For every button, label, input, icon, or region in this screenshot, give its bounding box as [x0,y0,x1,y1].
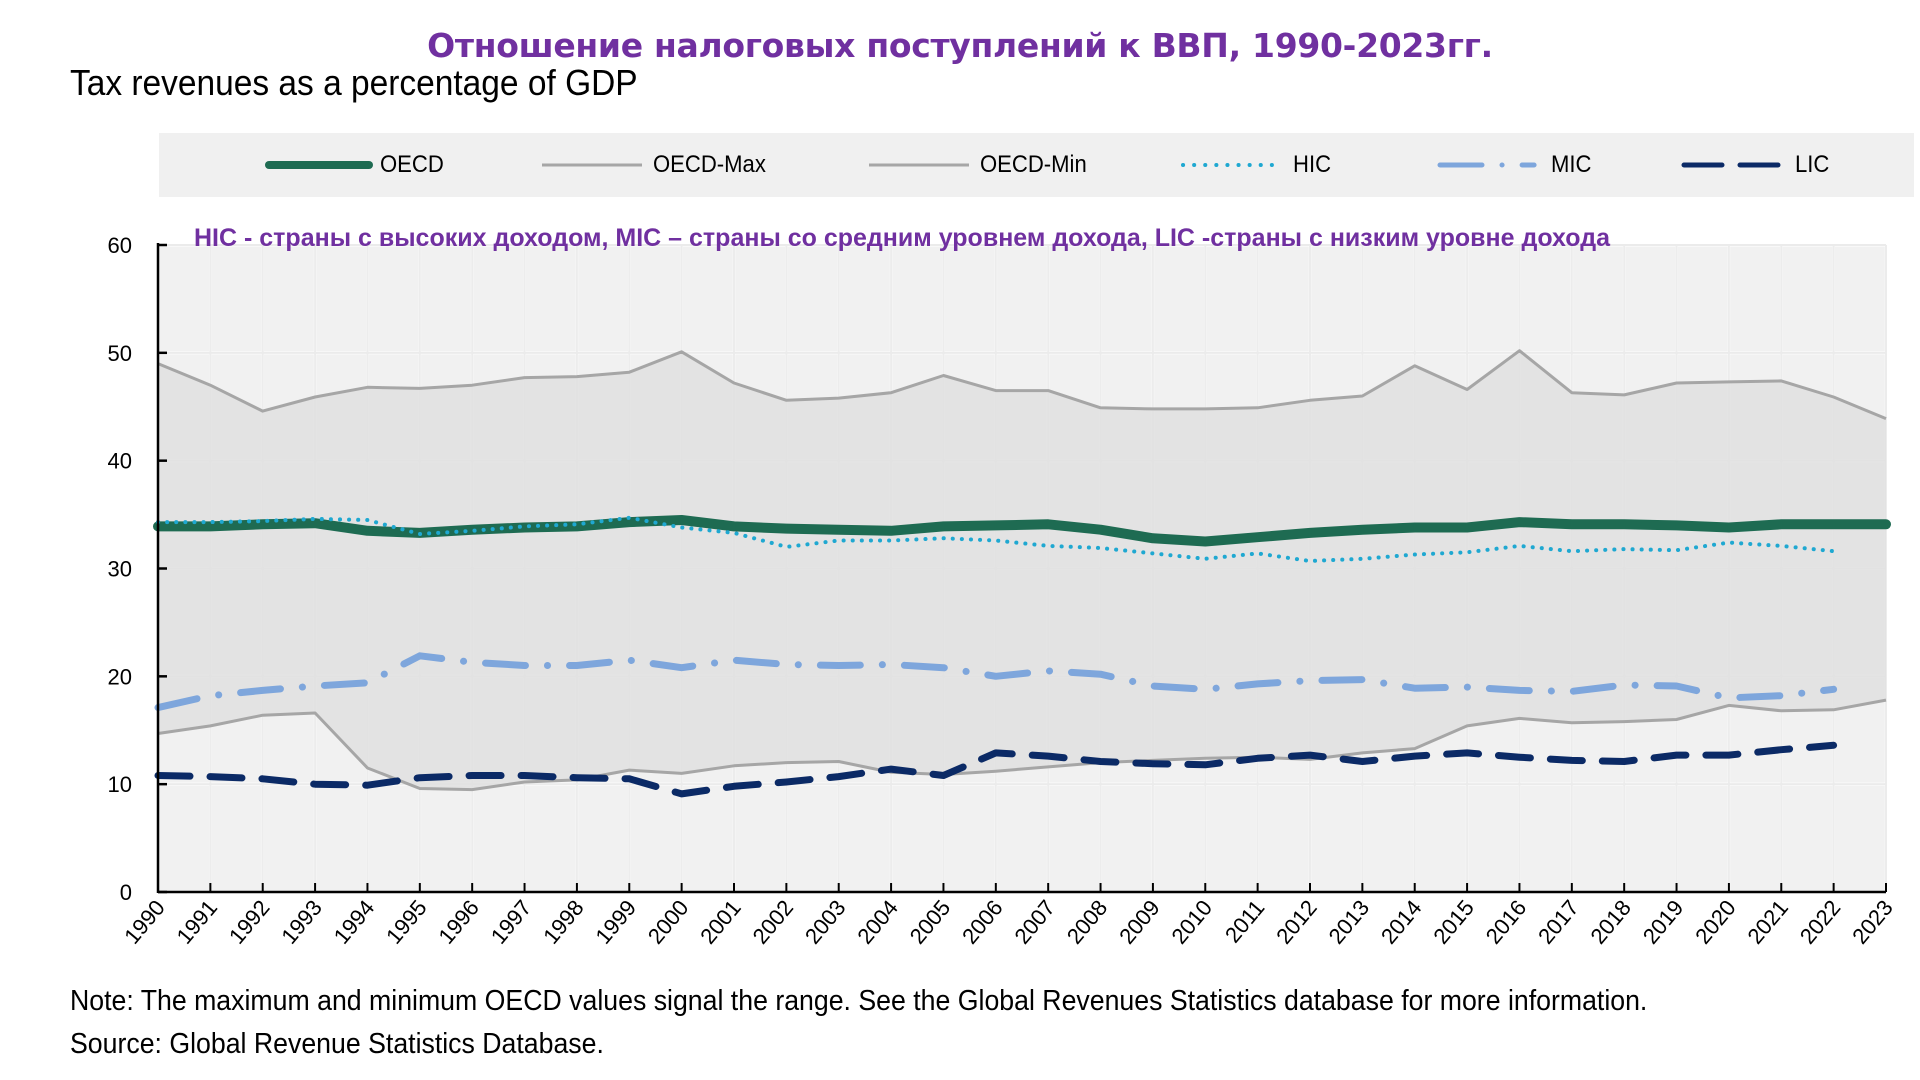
y-tick-label: 20 [108,664,132,689]
y-tick-label: 60 [108,233,132,258]
x-tick-label: 2002 [748,895,799,949]
x-tick-label: 2008 [1062,895,1113,949]
chart-note: Note: The maximum and minimum OECD value… [70,985,1648,1017]
x-tick-label: 1997 [486,895,537,949]
x-tick-label: 2012 [1271,895,1322,949]
x-tick-label: 2023 [1847,895,1898,949]
y-tick-label: 40 [108,449,132,474]
x-tick-label: 1995 [381,895,432,949]
series-line-oecd-min [157,698,1887,792]
x-tick-label: 2000 [643,895,694,949]
x-tick-label: 2005 [905,895,956,949]
x-tick-label: 2007 [1009,895,1060,949]
legend-item-oecd: OECD [264,133,449,197]
series-line-hic [156,515,1836,563]
x-tick-label: 1996 [433,895,484,949]
x-tick-label: 2015 [1428,895,1479,949]
legend-label-oecd: OECD [380,151,444,178]
x-tick-label: 2022 [1795,895,1846,949]
legend-item-lic: LIC [1679,133,1832,197]
x-tick-label: 2001 [695,895,746,949]
income-group-explanation: HIC - страны с высоких доходом, MIC – ст… [194,224,1610,252]
x-tick-label: 2013 [1324,895,1375,949]
series-line-oecd-max [157,349,1887,420]
chart-title: Tax revenues as a percentage of GDP [70,62,638,103]
legend-label-mic: MIC [1551,151,1592,178]
y-axis-ticks: 0 10 20 30 40 50 60 [108,233,167,905]
x-tick-label: 1999 [590,895,641,949]
x-tick-label: 2009 [1114,895,1165,949]
legend-item-oecd-max: OECD-Max [537,133,776,197]
x-tick-label: 1991 [172,895,223,949]
legend-item-oecd-min: OECD-Min [864,133,1096,197]
oecd-range-area [158,350,1886,790]
russian-title: Отношение налоговых поступлений к ВВП, 1… [427,26,1493,65]
y-tick-label: 0 [120,880,132,905]
series-lines [153,349,1891,798]
x-tick-label: 2010 [1166,895,1217,949]
series-line-lic [154,741,1838,798]
x-tick-label: 1992 [224,895,275,949]
x-tick-label: 2011 [1220,895,1270,947]
x-tick-label: 2020 [1690,895,1741,949]
legend-item-hic: HIC [1177,133,1334,197]
legend-label-lic: LIC [1795,151,1830,178]
x-tick-label: 1998 [538,895,589,949]
legend: OECD OECD-Max OECD-Min HIC MIC LIC [159,133,1914,197]
x-tick-label: 2019 [1638,895,1689,949]
y-tick-label: 50 [108,341,132,366]
x-tick-label: 2003 [800,895,851,949]
legend-label-hic: HIC [1293,151,1332,178]
x-tick-label: 1993 [276,895,327,949]
x-tick-label: 2017 [1533,895,1584,949]
x-tick-label: 2016 [1481,895,1532,949]
legend-label-oecd-max: OECD-Max [653,151,766,178]
x-tick-label: 2018 [1585,895,1636,949]
legend-item-mic: MIC [1435,133,1595,197]
x-tick-label: 1994 [329,895,380,949]
lic-line-swatch-icon [1681,162,1787,168]
x-tick-label: 2006 [957,895,1008,949]
oecd-min-line-swatch-icon [869,163,969,167]
legend-label-oecd-min: OECD-Min [980,151,1087,178]
y-tick-label: 10 [108,772,132,797]
oecd-max-line-swatch-icon [542,163,642,167]
y-tick-label: 30 [108,557,132,582]
x-tick-label: 2004 [852,895,903,949]
x-tick-label: 2014 [1376,895,1427,949]
chart-source: Source: Global Revenue Statistics Databa… [70,1028,604,1060]
oecd-line-swatch-icon [265,161,373,169]
x-tick-label: 2021 [1742,895,1793,949]
mic-line-swatch-icon [1437,162,1543,168]
series-line-mic [154,652,1838,712]
